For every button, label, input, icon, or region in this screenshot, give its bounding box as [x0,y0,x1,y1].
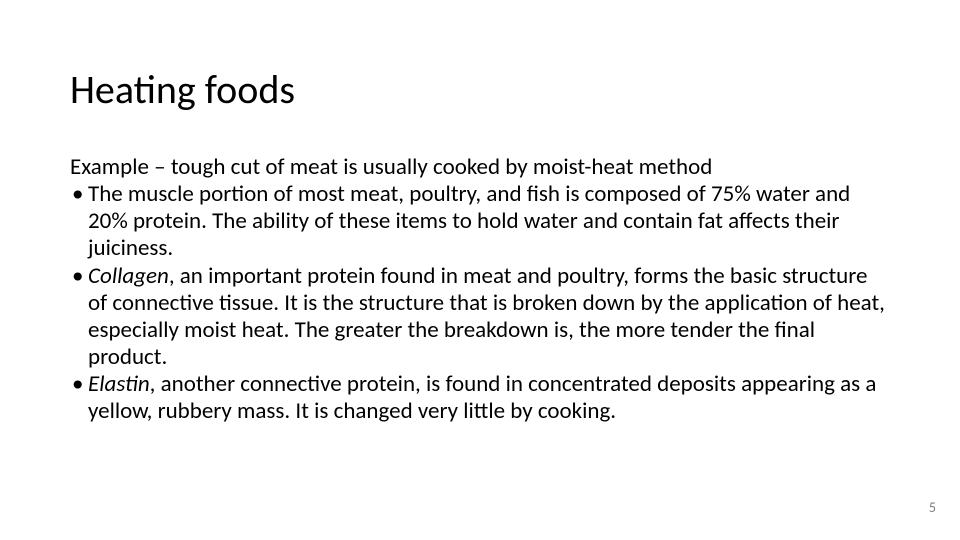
bullet-text: Elastin, another connective protein, is … [88,371,890,425]
bullet-dot-icon: • [70,371,88,425]
bullet-text: Collagen, an important protein found in … [88,263,890,372]
bullet-dot-icon: • [70,181,88,262]
bullet-item: • Collagen, an important protein found i… [70,263,890,372]
slide-title: Heating foods [70,68,890,112]
slide-body: Example – tough cut of meat is usually c… [70,154,890,425]
bullet-content: , another connective protein, is found i… [88,370,876,425]
bullet-lead: Collagen [88,262,169,290]
bullet-item: • Elastin, another connective protein, i… [70,371,890,425]
slide: Heating foods Example – tough cut of mea… [0,0,960,540]
bullet-text: The muscle portion of most meat, poultry… [88,181,890,262]
bullet-lead: Elastin [88,370,150,398]
intro-line: Example – tough cut of meat is usually c… [70,154,890,181]
bullet-dot-icon: • [70,263,88,372]
bullet-content: , an important protein found in meat and… [88,262,885,371]
bullet-content: The muscle portion of most meat, poultry… [88,180,850,262]
bullet-item: • The muscle portion of most meat, poult… [70,181,890,262]
page-number: 5 [929,499,936,516]
